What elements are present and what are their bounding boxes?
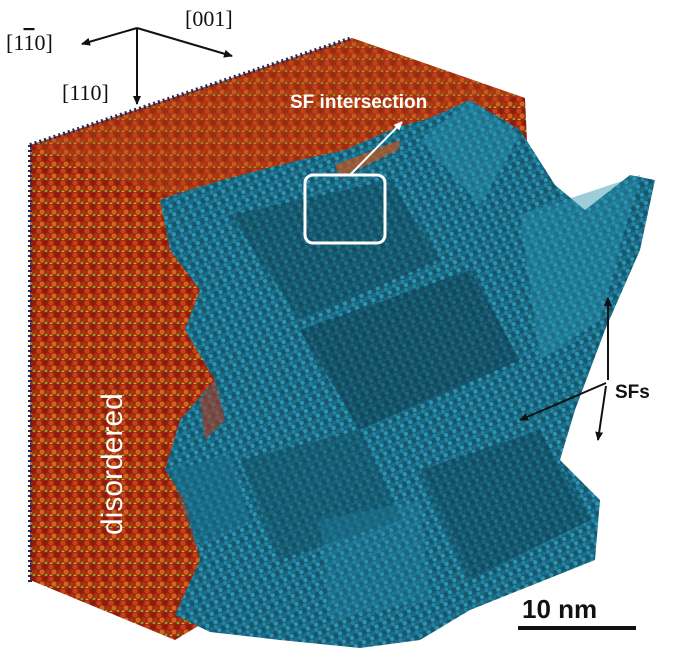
- sf-intersection-annotation: SF intersection: [290, 92, 427, 245]
- scale-bar: 10 nm: [518, 594, 636, 630]
- disordered-label: disordered: [96, 393, 129, 535]
- axis-label-1-10: [110]: [6, 30, 53, 55]
- axis-label-001: [001]: [185, 6, 233, 31]
- box-edge-top: [29, 36, 353, 147]
- ordered-stacking-faults: [160, 100, 655, 648]
- sf-intersection-box: [303, 173, 387, 245]
- sfs-label: SFs: [615, 382, 650, 403]
- scale-bar-label: 10 nm: [522, 594, 597, 624]
- axis-label-110: [110]: [62, 80, 109, 105]
- sfs-annotation: SFs: [519, 297, 650, 441]
- axis-triad: [110] [001] [110]: [6, 6, 233, 105]
- sf-intersection-label: SF intersection: [290, 92, 427, 113]
